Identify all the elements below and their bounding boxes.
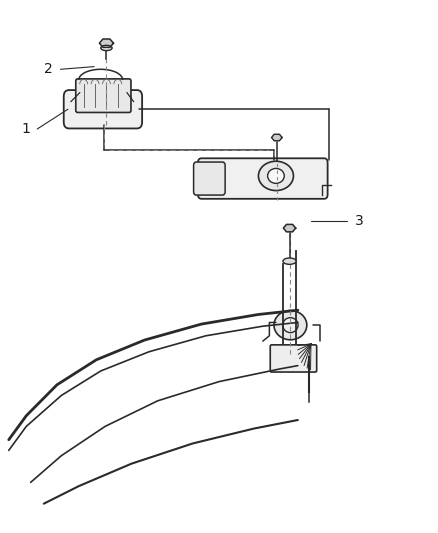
Ellipse shape xyxy=(274,310,307,340)
Ellipse shape xyxy=(101,45,112,51)
FancyBboxPatch shape xyxy=(194,162,225,195)
FancyBboxPatch shape xyxy=(76,79,131,112)
Polygon shape xyxy=(283,224,296,232)
Text: 2: 2 xyxy=(44,62,53,76)
Polygon shape xyxy=(99,39,113,47)
Ellipse shape xyxy=(258,161,293,191)
Ellipse shape xyxy=(268,168,284,183)
FancyBboxPatch shape xyxy=(270,345,317,372)
Ellipse shape xyxy=(283,318,298,333)
Text: 1: 1 xyxy=(22,122,31,136)
FancyBboxPatch shape xyxy=(64,90,142,128)
Ellipse shape xyxy=(283,258,296,264)
Polygon shape xyxy=(272,134,282,141)
FancyBboxPatch shape xyxy=(198,158,328,199)
Text: 3: 3 xyxy=(355,214,364,228)
